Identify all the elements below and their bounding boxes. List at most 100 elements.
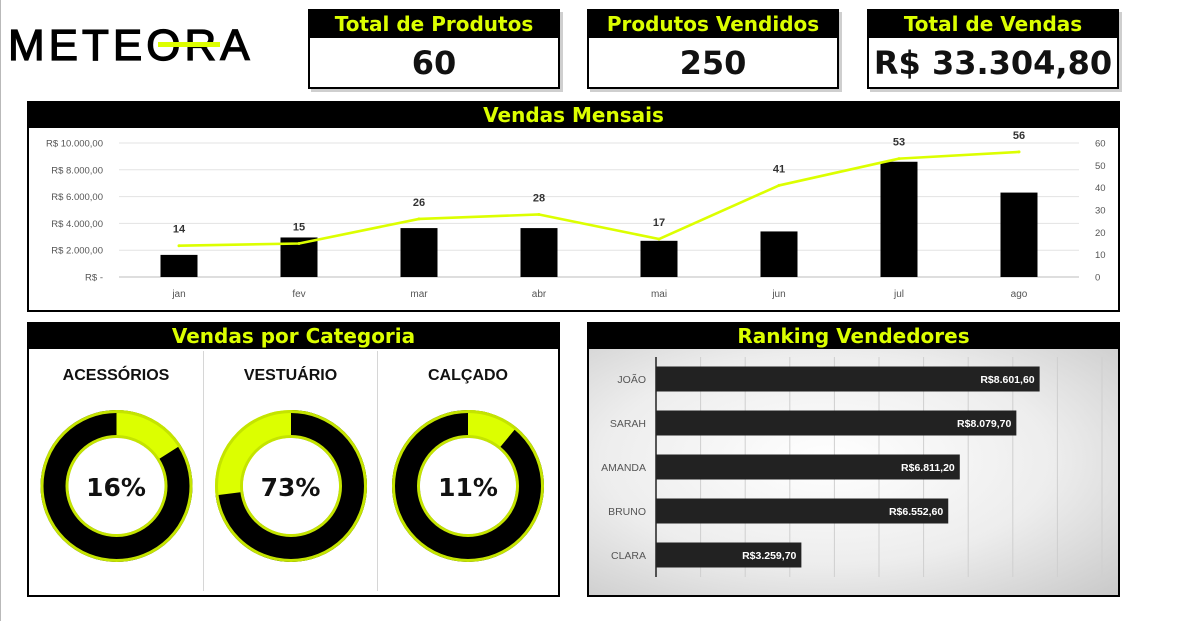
line-point: [657, 237, 661, 241]
y-left-tick-label: R$ 6.000,00: [51, 192, 103, 203]
seller-name-label: AMANDA: [601, 462, 646, 474]
donut-hole: [420, 438, 516, 534]
monthly-sales-chart: R$ - R$ 2.000,00 R$ 4.000,00 R$ 6.000,00 R$ …: [46, 130, 1106, 300]
bar-jun: [760, 231, 798, 277]
y-left-tick-label: R$ -: [85, 273, 103, 284]
y-left-tick-label: R$ 8.000,00: [51, 165, 103, 176]
ranking-value-label: R$6.552,60: [889, 506, 943, 518]
line-data-label: 56: [1013, 130, 1025, 142]
donut-value-segment: [40, 410, 193, 562]
y-left-tick-label: R$ 2.000,00: [51, 246, 103, 257]
bar-jan: [160, 254, 198, 277]
category-label: CALÇADO: [428, 367, 508, 384]
line-data-label: 26: [413, 197, 425, 209]
donut-inner-edge: [240, 435, 342, 537]
category-sales-title: Vendas por Categoria: [29, 324, 558, 349]
kpi-label: Total de Vendas: [869, 11, 1117, 38]
ranking-value-label: R$6.811,20: [901, 462, 955, 474]
seller-ranking-plot-area: R$8.601,60 JOÃO R$8.079,70 SARAH R$6.811,20 A…: [589, 349, 1118, 595]
ranking-value-label: R$8.601,60: [980, 374, 1034, 386]
line-series-units: [178, 150, 1020, 248]
donut-outer-edge: [392, 410, 544, 562]
category-sales-panel: Vendas por Categoria ACESSÓRIOS 16% VEST…: [27, 322, 560, 597]
kpi-value: 60: [411, 44, 457, 82]
donut-hole: [243, 438, 339, 534]
seller-ranking-chart: R$8.601,60 JOÃO R$8.079,70 SARAH R$6.811,20 A…: [601, 357, 1103, 577]
x-tick-label: jun: [771, 289, 785, 300]
line-data-label: 14: [173, 224, 186, 236]
line-data-label: 41: [773, 163, 785, 175]
seller-name-label: CLARA: [611, 550, 646, 562]
line-data-label: 53: [893, 137, 905, 149]
monthly-sales-title: Vendas Mensais: [29, 103, 1118, 128]
y-right-tick-label: 40: [1095, 183, 1106, 194]
kpi-total-produtos: Total de Produtos 60: [308, 9, 560, 89]
line-data-label: 15: [293, 222, 305, 234]
logo-accent-stroke: [158, 42, 220, 47]
y-right-tick-label: 10: [1095, 250, 1106, 261]
category-percentage: 73%: [260, 473, 321, 502]
kpi-label: Total de Produtos: [310, 11, 558, 38]
y-right-tick-label: 20: [1095, 228, 1106, 239]
ranking-bar: [656, 498, 949, 524]
x-tick-label: jul: [893, 289, 904, 300]
category-acessorios: ACESSÓRIOS 16%: [29, 351, 204, 591]
donut-chart: [215, 410, 367, 562]
ranking-bar: [656, 542, 802, 568]
donut-hole: [68, 438, 165, 534]
donut-outer-edge: [215, 410, 367, 562]
donut-inner-edge: [417, 435, 519, 537]
seller-ranking-panel: Ranking Vendedores R$8.601,60 JOÃO R$8.079…: [587, 322, 1120, 597]
donut-value-segment: [392, 410, 544, 562]
donut-outer-edge: [40, 410, 193, 562]
x-tick-label: ago: [1011, 289, 1028, 300]
line-data-label: 28: [533, 192, 545, 204]
bar-jul: [880, 161, 918, 277]
bar-abr: [520, 228, 558, 277]
line-point: [537, 212, 541, 216]
meteora-logo: METEORA: [8, 22, 250, 70]
x-tick-label: abr: [532, 289, 547, 300]
x-tick-label: mar: [410, 289, 428, 300]
y-left-tick-label: R$ 10.000,00: [46, 139, 103, 150]
y-right-tick-label: 0: [1095, 273, 1100, 284]
kpi-value: R$ 33.304,80: [873, 44, 1113, 82]
seller-name-label: BRUNO: [608, 506, 646, 518]
line-point: [297, 242, 301, 245]
line-point: [897, 157, 901, 161]
seller-ranking-title: Ranking Vendedores: [589, 324, 1118, 349]
category-label: VESTUÁRIO: [243, 367, 338, 384]
monthly-sales-panel: Vendas Mensais R$ - R$ 2.000,00 R$ 4.000,0…: [27, 101, 1120, 312]
donut-chart: [392, 410, 544, 562]
line-point: [417, 217, 421, 221]
x-tick-label: jan: [171, 289, 185, 300]
ranking-value-label: R$8.079,70: [957, 418, 1011, 430]
category-calcado: CALÇADO 11%: [378, 351, 558, 591]
line-point: [777, 183, 781, 187]
donut-value-segment: [215, 410, 367, 562]
y-left-tick-label: R$ 4.000,00: [51, 219, 103, 230]
x-tick-label: fev: [292, 289, 305, 300]
bar-mai: [640, 240, 678, 277]
ranking-value-label: R$3.259,70: [742, 550, 796, 562]
kpi-label: Produtos Vendidos: [589, 11, 837, 38]
donut-inner-edge: [65, 435, 168, 537]
category-percentage: 16%: [86, 473, 146, 502]
left-border: [0, 0, 1, 621]
y-right-tick-label: 60: [1095, 139, 1106, 150]
category-label: ACESSÓRIOS: [62, 367, 170, 384]
kpi-produtos-vendidos: Produtos Vendidos 250: [587, 9, 839, 89]
category-percentage: 11%: [438, 473, 498, 502]
line-data-label: 17: [653, 217, 665, 229]
bar-mar: [400, 228, 438, 277]
ranking-bar: [656, 454, 960, 480]
line-point: [177, 244, 181, 248]
ranking-bar: [656, 366, 1040, 392]
kpi-total-vendas: Total de Vendas R$ 33.304,80: [867, 9, 1119, 89]
seller-name-label: SARAH: [610, 418, 646, 430]
y-right-tick-label: 30: [1095, 206, 1106, 217]
x-tick-label: mai: [651, 289, 667, 300]
bar-ago: [1000, 192, 1038, 277]
y-right-tick-label: 50: [1095, 161, 1106, 172]
